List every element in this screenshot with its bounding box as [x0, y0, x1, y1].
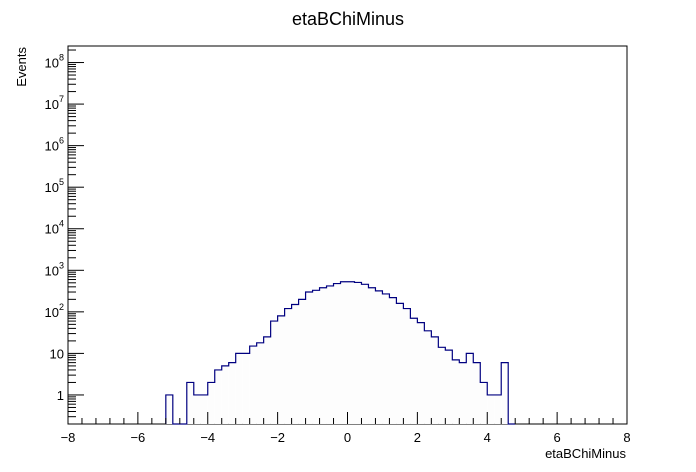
y-tick-label: 108	[45, 53, 64, 71]
histogram-outline	[165, 281, 516, 425]
x-axis: −8 −6 −4 −2 0 2 4 6 8	[61, 412, 631, 445]
histogram-bin-fill	[396, 303, 404, 424]
histogram-bin-fill	[410, 318, 418, 424]
x-axis-label: etaBChiMinus	[545, 446, 626, 461]
y-tick-base: 10	[45, 263, 59, 278]
y-tick-label: 107	[45, 94, 64, 112]
y-tick-label: 102	[45, 302, 64, 320]
histogram-bin-fill	[298, 299, 306, 424]
histogram-bin-fill	[263, 336, 271, 424]
histogram-bin-fill	[347, 281, 355, 424]
y-tick-base: 10	[45, 139, 59, 154]
histogram-bin-fill	[256, 342, 264, 424]
y-tick-base: 10	[45, 97, 59, 112]
x-tick-label: −4	[200, 430, 215, 445]
histogram-bin-fill	[221, 365, 229, 424]
x-tick-label: 2	[414, 430, 421, 445]
y-tick-base: 1	[57, 388, 64, 403]
x-tick-label: 8	[623, 430, 630, 445]
x-tick-label: 4	[484, 430, 491, 445]
histogram-bin-fill	[319, 287, 327, 424]
histogram-bin-fill	[186, 382, 194, 424]
histogram-bin-fill	[235, 353, 243, 424]
y-tick-base: 10	[50, 346, 64, 361]
histogram-bin-fill	[452, 359, 460, 424]
y-tick-base: 10	[45, 180, 59, 195]
y-tick-base: 10	[45, 222, 59, 237]
x-tick-label: −6	[130, 430, 145, 445]
histogram-bin-fill	[326, 285, 334, 424]
y-tick-exponent: 5	[59, 177, 64, 187]
plot-area	[67, 45, 628, 425]
histogram-bin-fill	[459, 362, 467, 424]
y-tick-exponent: 6	[59, 136, 64, 146]
y-tick-label: 105	[45, 177, 64, 195]
histogram-bin-fill	[501, 362, 509, 424]
y-tick-label: 103	[45, 260, 64, 278]
histogram-bin-fill	[193, 394, 201, 424]
histogram-bin-fill	[480, 382, 488, 424]
histogram-bin-fill	[312, 290, 320, 424]
y-tick-label: 104	[45, 219, 64, 237]
histogram-bin-fill	[333, 283, 341, 424]
histogram-bin-fill	[242, 353, 250, 424]
histogram-bin-fill	[368, 287, 376, 424]
x-tick-label: 6	[554, 430, 561, 445]
histogram-bin-fill	[382, 293, 390, 424]
histogram-bin-fill	[466, 353, 474, 424]
histogram-bin-fill	[375, 290, 383, 424]
histogram-bin-fill	[207, 382, 215, 424]
histogram-bin-fill	[361, 284, 369, 424]
histogram-bin-fill	[277, 315, 285, 424]
y-tick-exponent: 8	[59, 53, 64, 63]
x-tick-label: −2	[270, 430, 285, 445]
histogram-bin-fill	[340, 281, 348, 424]
histogram-bin-fill	[417, 322, 425, 424]
histogram-bin-fill	[431, 336, 439, 424]
histogram-bin-fill	[200, 394, 208, 424]
y-tick-label: 1	[57, 388, 64, 403]
histogram-bin-fill	[228, 362, 236, 424]
histogram-bin-fill	[445, 350, 453, 424]
y-tick-exponent: 2	[59, 302, 64, 312]
histogram-bin-fill	[165, 394, 173, 424]
histogram-bin-fill	[438, 347, 446, 424]
y-tick-exponent: 4	[59, 219, 64, 229]
histogram-bin-fill	[473, 362, 481, 424]
histogram-bin-fill	[354, 282, 362, 424]
histogram-bin-fill	[284, 308, 292, 424]
histogram-bin-fill	[305, 292, 313, 424]
y-tick-label: 106	[45, 136, 64, 154]
histogram-bin-fill	[249, 346, 257, 424]
histogram-bin-fill	[291, 304, 299, 424]
y-tick-base: 10	[45, 305, 59, 320]
y-axis-label: Events	[14, 47, 29, 87]
y-tick-label: 10	[50, 346, 64, 361]
chart-title: etaBChiMinus	[292, 9, 404, 29]
histogram-bin-fill	[424, 330, 432, 424]
histogram-bin-fill	[389, 297, 397, 424]
histogram-bin-fill	[270, 321, 278, 424]
histogram-bin-fill	[494, 394, 502, 424]
y-tick-exponent: 3	[59, 260, 64, 270]
y-tick-base: 10	[45, 56, 59, 71]
histogram-bin-fill	[214, 369, 222, 424]
x-tick-label: −8	[61, 430, 76, 445]
x-tick-label: 0	[344, 430, 351, 445]
histogram-bin-fill	[403, 308, 411, 424]
histogram-bin-fill	[487, 394, 495, 424]
y-tick-exponent: 7	[59, 94, 64, 104]
